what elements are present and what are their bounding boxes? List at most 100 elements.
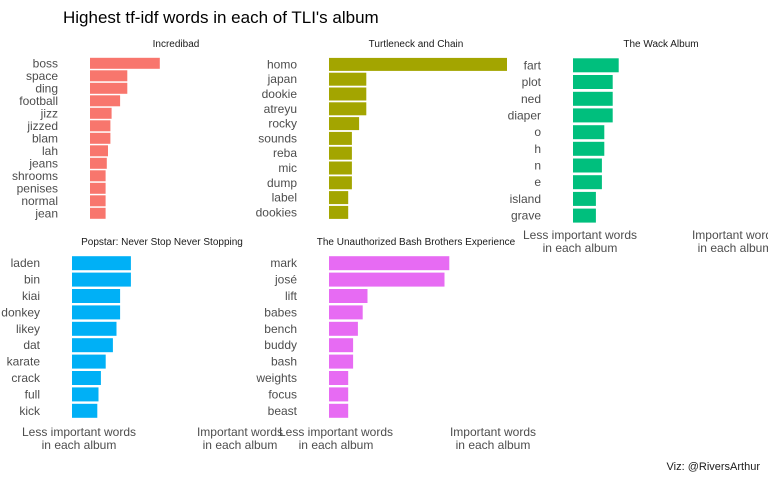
bar bbox=[90, 70, 128, 82]
bar bbox=[90, 95, 121, 107]
facet-panel: Popstar: Never Stop Never Stopping laden b… bbox=[1, 237, 283, 452]
bar bbox=[72, 256, 131, 271]
category-tick-label: sounds bbox=[258, 131, 297, 145]
bar bbox=[573, 141, 605, 156]
bar bbox=[90, 107, 112, 119]
bar bbox=[329, 102, 367, 116]
bar bbox=[329, 321, 358, 336]
category-tick-label: diaper bbox=[508, 108, 541, 122]
category-tick-label: penises bbox=[17, 181, 58, 195]
bar bbox=[573, 58, 619, 73]
bar bbox=[329, 117, 360, 131]
category-tick-label: mark bbox=[270, 256, 298, 270]
category-tick-label: focus bbox=[268, 387, 297, 401]
bar bbox=[329, 387, 349, 402]
category-tick-label: bin bbox=[24, 273, 40, 287]
category-tick-label: laden bbox=[11, 256, 40, 270]
category-tick-label: dookie bbox=[262, 87, 298, 101]
category-tick-label: bash bbox=[271, 355, 297, 369]
category-tick-label: mic bbox=[278, 161, 297, 175]
category-tick-label: babes bbox=[264, 305, 297, 319]
facet-title: Popstar: Never Stop Never Stopping bbox=[81, 237, 243, 248]
bar bbox=[573, 175, 602, 190]
category-tick-label: jeans bbox=[28, 156, 58, 170]
bar bbox=[90, 170, 106, 182]
bar bbox=[72, 305, 121, 320]
category-tick-label: ned bbox=[521, 92, 541, 106]
category-tick-label: jean bbox=[34, 206, 58, 220]
category-tick-label: atreyu bbox=[264, 102, 297, 116]
category-tick-label: lift bbox=[285, 289, 298, 303]
category-tick-label: kick bbox=[19, 404, 41, 418]
category-tick-label: rocky bbox=[268, 117, 297, 131]
category-tick-label: josé bbox=[274, 273, 297, 287]
bar bbox=[90, 182, 106, 194]
category-tick-label: island bbox=[510, 192, 541, 206]
facet-panel: Incredibad bossspacedingfootballjizzjizze… bbox=[12, 39, 199, 220]
category-tick-label: jizzed bbox=[26, 119, 58, 133]
bar bbox=[329, 87, 367, 101]
category-tick-label: shrooms bbox=[12, 169, 58, 183]
category-tick-label: homo bbox=[267, 57, 297, 71]
bar bbox=[90, 132, 111, 144]
bar bbox=[329, 161, 352, 175]
category-tick-label: kiai bbox=[22, 289, 40, 303]
category-tick-label: jizz bbox=[40, 106, 58, 120]
category-tick-label: label bbox=[272, 191, 297, 205]
category-tick-label: buddy bbox=[264, 338, 297, 352]
bar bbox=[573, 158, 602, 173]
category-tick-label: fart bbox=[524, 58, 542, 72]
bar bbox=[90, 82, 128, 94]
x-axis-label-left: Less important words in each album bbox=[279, 425, 393, 452]
category-tick-label: full bbox=[25, 387, 40, 401]
chart-caption: Viz: @RiversArthur bbox=[667, 461, 761, 473]
bar bbox=[573, 108, 613, 123]
bar bbox=[90, 120, 111, 132]
facet-title: The Wack Album bbox=[623, 39, 698, 50]
bar bbox=[90, 207, 106, 219]
bar bbox=[329, 176, 352, 190]
bar bbox=[72, 272, 131, 287]
category-tick-label: blam bbox=[32, 131, 58, 145]
category-tick-label: ding bbox=[35, 81, 58, 95]
bar bbox=[72, 289, 121, 303]
category-tick-label: dat bbox=[23, 338, 40, 352]
bar bbox=[90, 57, 160, 69]
bar bbox=[573, 191, 596, 206]
bar bbox=[72, 354, 106, 369]
bar bbox=[72, 387, 99, 402]
bar bbox=[573, 91, 613, 106]
category-tick-label: dookies bbox=[256, 205, 297, 219]
category-tick-label: reba bbox=[273, 146, 297, 160]
bar bbox=[329, 354, 354, 369]
category-tick-label: bench bbox=[264, 322, 297, 336]
bar bbox=[329, 272, 445, 287]
bar bbox=[329, 205, 349, 219]
bar bbox=[329, 305, 363, 320]
bar bbox=[329, 57, 507, 71]
bar bbox=[329, 289, 368, 303]
facet-panel: The Unauthorized Bash Brothers Experienc… bbox=[255, 237, 536, 452]
category-tick-label: boss bbox=[33, 56, 58, 70]
bar bbox=[90, 157, 107, 169]
bar bbox=[90, 145, 108, 157]
bar bbox=[329, 371, 349, 385]
category-tick-label: likey bbox=[16, 322, 40, 336]
facet-title: The Unauthorized Bash Brothers Experienc… bbox=[317, 237, 516, 248]
category-tick-label: donkey bbox=[1, 305, 40, 319]
x-axis-label-left: Less important words in each album bbox=[22, 425, 136, 452]
category-tick-label: e bbox=[534, 175, 541, 189]
category-tick-label: o bbox=[534, 125, 541, 139]
bar bbox=[573, 75, 613, 89]
bar bbox=[329, 403, 349, 418]
category-tick-label: karate bbox=[7, 355, 41, 369]
category-tick-label: normal bbox=[21, 194, 58, 208]
category-tick-label: football bbox=[19, 94, 58, 108]
bar bbox=[72, 403, 98, 418]
bar bbox=[573, 125, 605, 140]
